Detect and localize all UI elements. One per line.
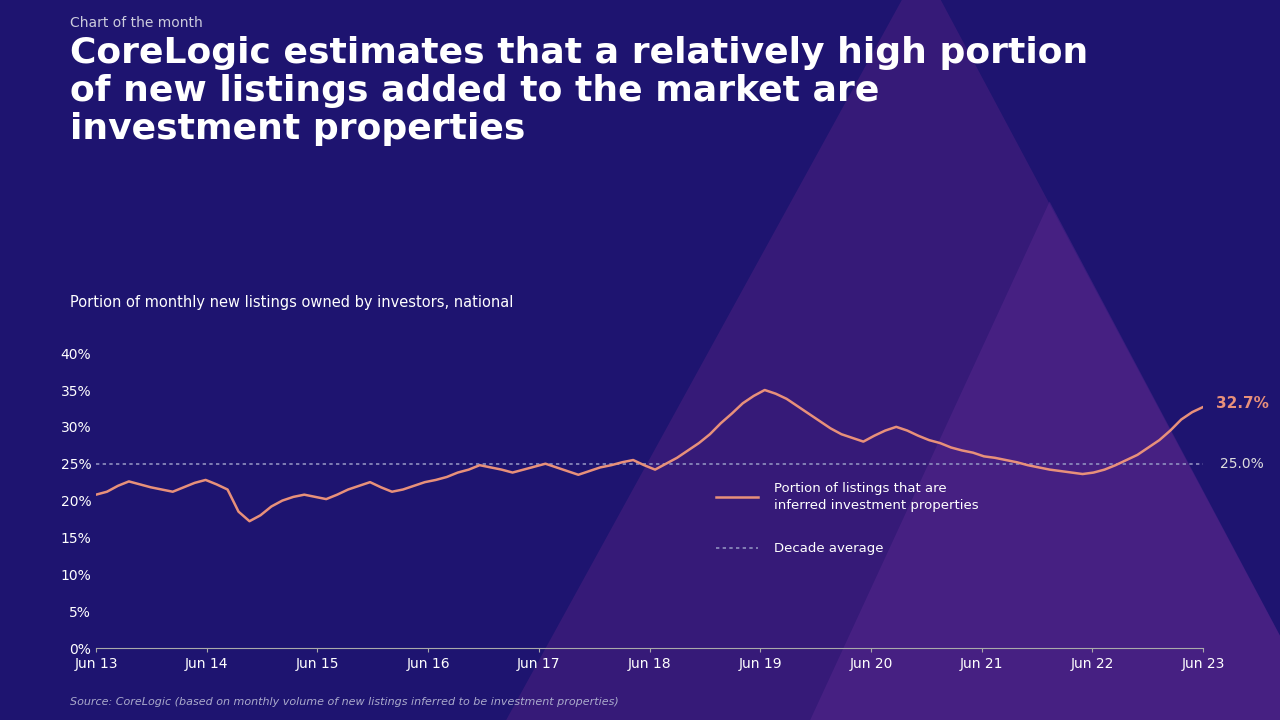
Text: Source: CoreLogic (based on monthly volume of new listings inferred to be invest: Source: CoreLogic (based on monthly volu… — [70, 697, 620, 707]
Polygon shape — [486, 0, 1280, 720]
Text: Chart of the month: Chart of the month — [70, 16, 204, 30]
Text: Portion of listings that are
inferred investment properties: Portion of listings that are inferred in… — [773, 482, 978, 512]
Text: Portion of monthly new listings owned by investors, national: Portion of monthly new listings owned by… — [70, 295, 513, 310]
Text: 25.0%: 25.0% — [1220, 456, 1263, 471]
Polygon shape — [794, 202, 1280, 720]
Text: CoreLogic estimates that a relatively high portion
of new listings added to the : CoreLogic estimates that a relatively hi… — [70, 36, 1089, 146]
Text: Decade average: Decade average — [773, 542, 883, 555]
Text: 32.7%: 32.7% — [1216, 396, 1270, 411]
